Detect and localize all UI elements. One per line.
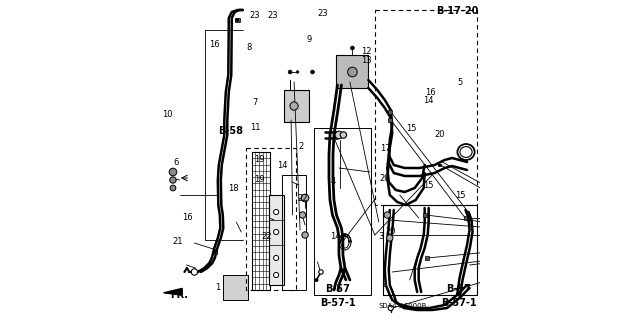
Bar <box>282 175 306 290</box>
Text: 13: 13 <box>361 56 372 65</box>
Text: B-57-1: B-57-1 <box>320 298 355 308</box>
Bar <box>463 216 467 219</box>
Text: 16: 16 <box>209 40 220 48</box>
Circle shape <box>170 185 176 191</box>
Circle shape <box>302 232 308 238</box>
Text: 22: 22 <box>297 194 308 203</box>
Text: B-57-1: B-57-1 <box>441 298 477 308</box>
Text: 15: 15 <box>423 181 434 189</box>
Ellipse shape <box>458 144 475 160</box>
Circle shape <box>387 235 393 241</box>
Text: 14: 14 <box>330 232 340 241</box>
Circle shape <box>310 70 314 74</box>
Circle shape <box>319 270 323 274</box>
Bar <box>438 164 441 166</box>
Ellipse shape <box>460 146 472 157</box>
Bar <box>246 148 296 290</box>
Circle shape <box>273 272 278 278</box>
Bar <box>252 152 270 290</box>
Text: 19: 19 <box>254 175 265 184</box>
Text: 9: 9 <box>306 35 312 44</box>
Bar <box>213 250 218 254</box>
Text: 18: 18 <box>228 184 239 193</box>
Bar <box>388 110 392 114</box>
Text: 1: 1 <box>214 283 220 292</box>
Circle shape <box>169 168 177 176</box>
Circle shape <box>438 164 441 166</box>
Bar <box>314 128 371 295</box>
Text: 23: 23 <box>250 11 260 20</box>
Text: B-58: B-58 <box>218 126 243 136</box>
Text: 22: 22 <box>261 232 271 241</box>
Circle shape <box>301 194 309 202</box>
Circle shape <box>214 250 217 254</box>
Bar <box>375 10 477 205</box>
Polygon shape <box>164 288 182 295</box>
Text: 5: 5 <box>458 78 463 87</box>
Text: B-57: B-57 <box>325 284 350 294</box>
Circle shape <box>351 46 355 50</box>
Text: 20: 20 <box>379 174 390 183</box>
Bar <box>425 256 429 260</box>
Text: FR.: FR. <box>170 290 188 300</box>
Text: 8: 8 <box>246 43 252 52</box>
Text: 12: 12 <box>361 47 371 56</box>
Circle shape <box>236 19 239 22</box>
Text: 20: 20 <box>435 130 445 139</box>
Text: 7: 7 <box>252 98 257 107</box>
Text: 15: 15 <box>406 124 416 133</box>
Circle shape <box>340 132 347 138</box>
Text: 11: 11 <box>250 123 261 132</box>
Text: 14: 14 <box>277 161 287 170</box>
Text: SDA4-B6000B: SDA4-B6000B <box>379 303 427 309</box>
Circle shape <box>288 70 292 74</box>
Circle shape <box>273 256 278 261</box>
Text: 17: 17 <box>380 144 390 153</box>
Bar <box>388 118 392 122</box>
Text: 20: 20 <box>385 227 396 236</box>
Bar <box>383 205 477 295</box>
Circle shape <box>300 212 306 218</box>
Bar <box>223 275 248 300</box>
Text: 23: 23 <box>318 9 328 18</box>
Text: B-17-20: B-17-20 <box>436 6 478 16</box>
Bar <box>337 55 369 88</box>
Circle shape <box>348 67 357 77</box>
Text: 21: 21 <box>173 237 183 246</box>
Bar <box>235 18 239 22</box>
Text: 23: 23 <box>268 11 278 20</box>
Circle shape <box>335 131 343 139</box>
Circle shape <box>273 210 278 215</box>
Circle shape <box>388 306 394 311</box>
Circle shape <box>384 212 390 218</box>
Text: 6: 6 <box>174 158 179 167</box>
Text: 3: 3 <box>378 232 383 241</box>
Bar <box>423 213 427 217</box>
Text: 14: 14 <box>423 96 434 105</box>
Circle shape <box>170 177 176 183</box>
Bar <box>269 195 284 285</box>
Text: 16: 16 <box>425 88 435 97</box>
Circle shape <box>315 278 318 282</box>
Text: 2: 2 <box>298 142 303 151</box>
Text: 16: 16 <box>182 213 193 222</box>
Circle shape <box>296 71 299 73</box>
Circle shape <box>191 269 198 275</box>
Text: B-57: B-57 <box>446 284 471 294</box>
Text: 19: 19 <box>254 155 265 164</box>
Circle shape <box>273 229 278 234</box>
Text: 10: 10 <box>162 110 172 119</box>
Bar <box>383 284 387 286</box>
Bar <box>284 90 309 122</box>
Text: 4: 4 <box>330 177 335 186</box>
Circle shape <box>290 102 298 110</box>
Text: 15: 15 <box>455 191 466 200</box>
